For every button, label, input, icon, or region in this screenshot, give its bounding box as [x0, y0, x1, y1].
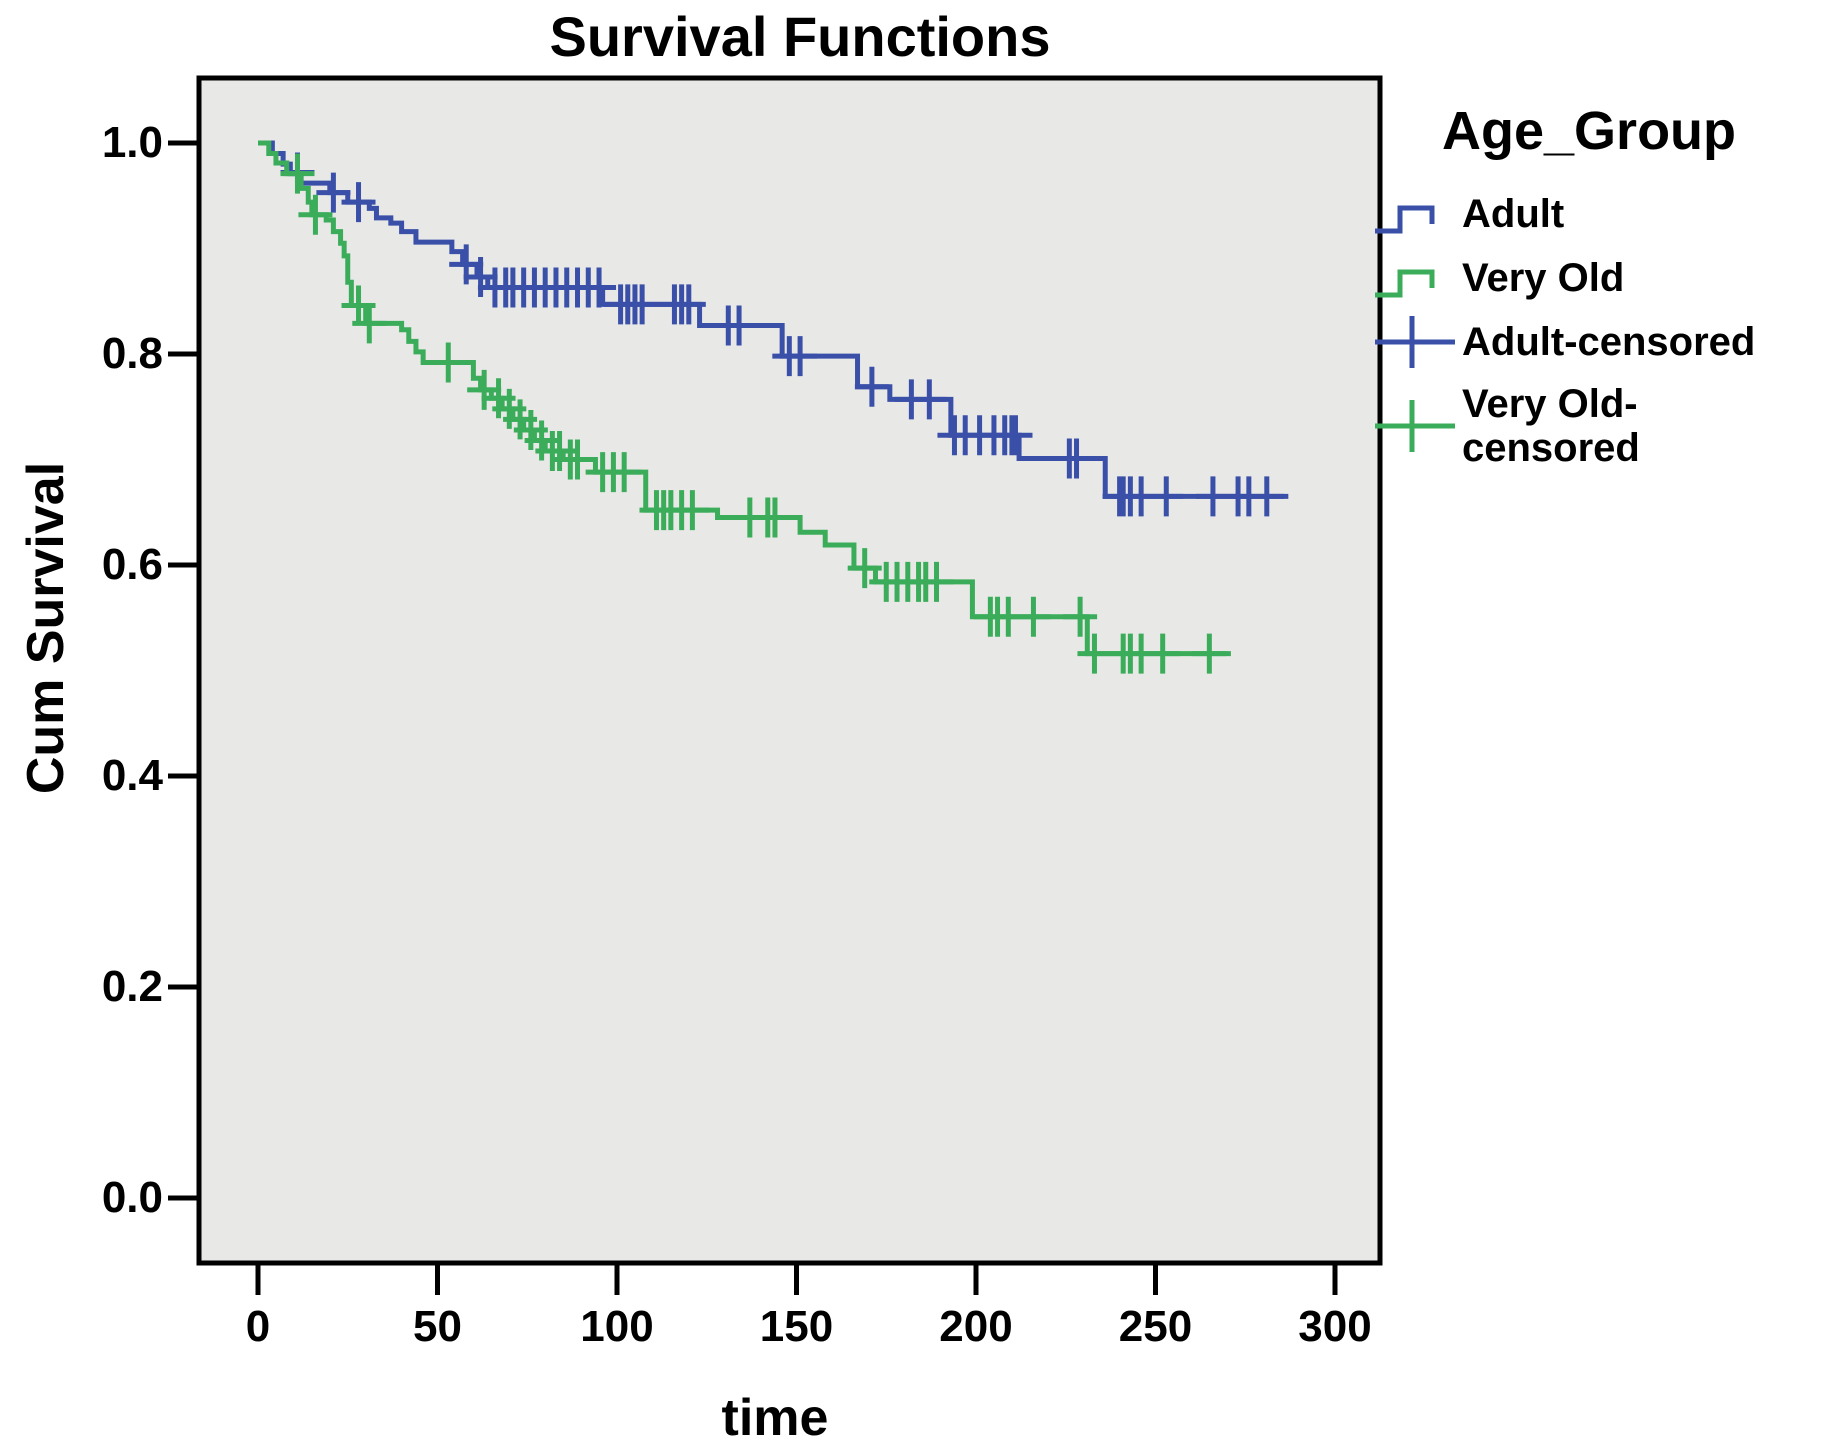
y-tick-label: 1.0: [101, 118, 163, 167]
x-tick-label: 250: [1118, 1302, 1193, 1351]
plot-background: [196, 75, 1383, 1266]
very-old-censored-marks: [280, 153, 1227, 674]
x-axis-title: time: [721, 1389, 829, 1447]
x-tick-label: 150: [759, 1302, 834, 1351]
x-axis-ticks: [255, 1265, 1338, 1295]
legend-entry-adult: Adult: [1372, 185, 1824, 243]
chart-title: Survival Functions: [549, 5, 1051, 68]
step-line-icon: [1375, 269, 1435, 298]
legend-entry-adult-censored: Adult-censored: [1372, 313, 1824, 371]
step-line-icon: [1375, 205, 1435, 234]
x-tick-label: 300: [1298, 1302, 1372, 1351]
legend-entry-label: Very Old: [1462, 256, 1625, 300]
y-axis-ticks: [168, 140, 197, 1201]
y-tick-label: 0.4: [101, 751, 163, 800]
censored-plus-icon: [1375, 316, 1455, 368]
y-axis-title: Cum Survival: [17, 461, 75, 795]
x-tick-label: 50: [413, 1302, 462, 1351]
y-tick-label: 0.0: [101, 1173, 163, 1222]
legend-title: Age_Group: [1442, 101, 1737, 161]
censored-plus-icon: [1375, 400, 1455, 452]
legend-entry-label: Adult-censored: [1462, 320, 1756, 364]
y-tick-label: 0.2: [101, 962, 163, 1011]
legend-entry-label: Very Old-censored: [1462, 382, 1640, 470]
legend-entry-label: Adult: [1462, 192, 1565, 236]
legend-entry-very-old-censored: Very Old-censored: [1372, 374, 1824, 478]
legend-entry-very-old: Very Old: [1372, 249, 1824, 307]
y-tick-label: 0.8: [101, 329, 163, 378]
x-tick-label: 200: [939, 1302, 1013, 1351]
x-tick-label: 0: [245, 1302, 271, 1351]
x-tick-label: 100: [580, 1302, 654, 1351]
y-tick-label: 0.6: [101, 540, 163, 589]
